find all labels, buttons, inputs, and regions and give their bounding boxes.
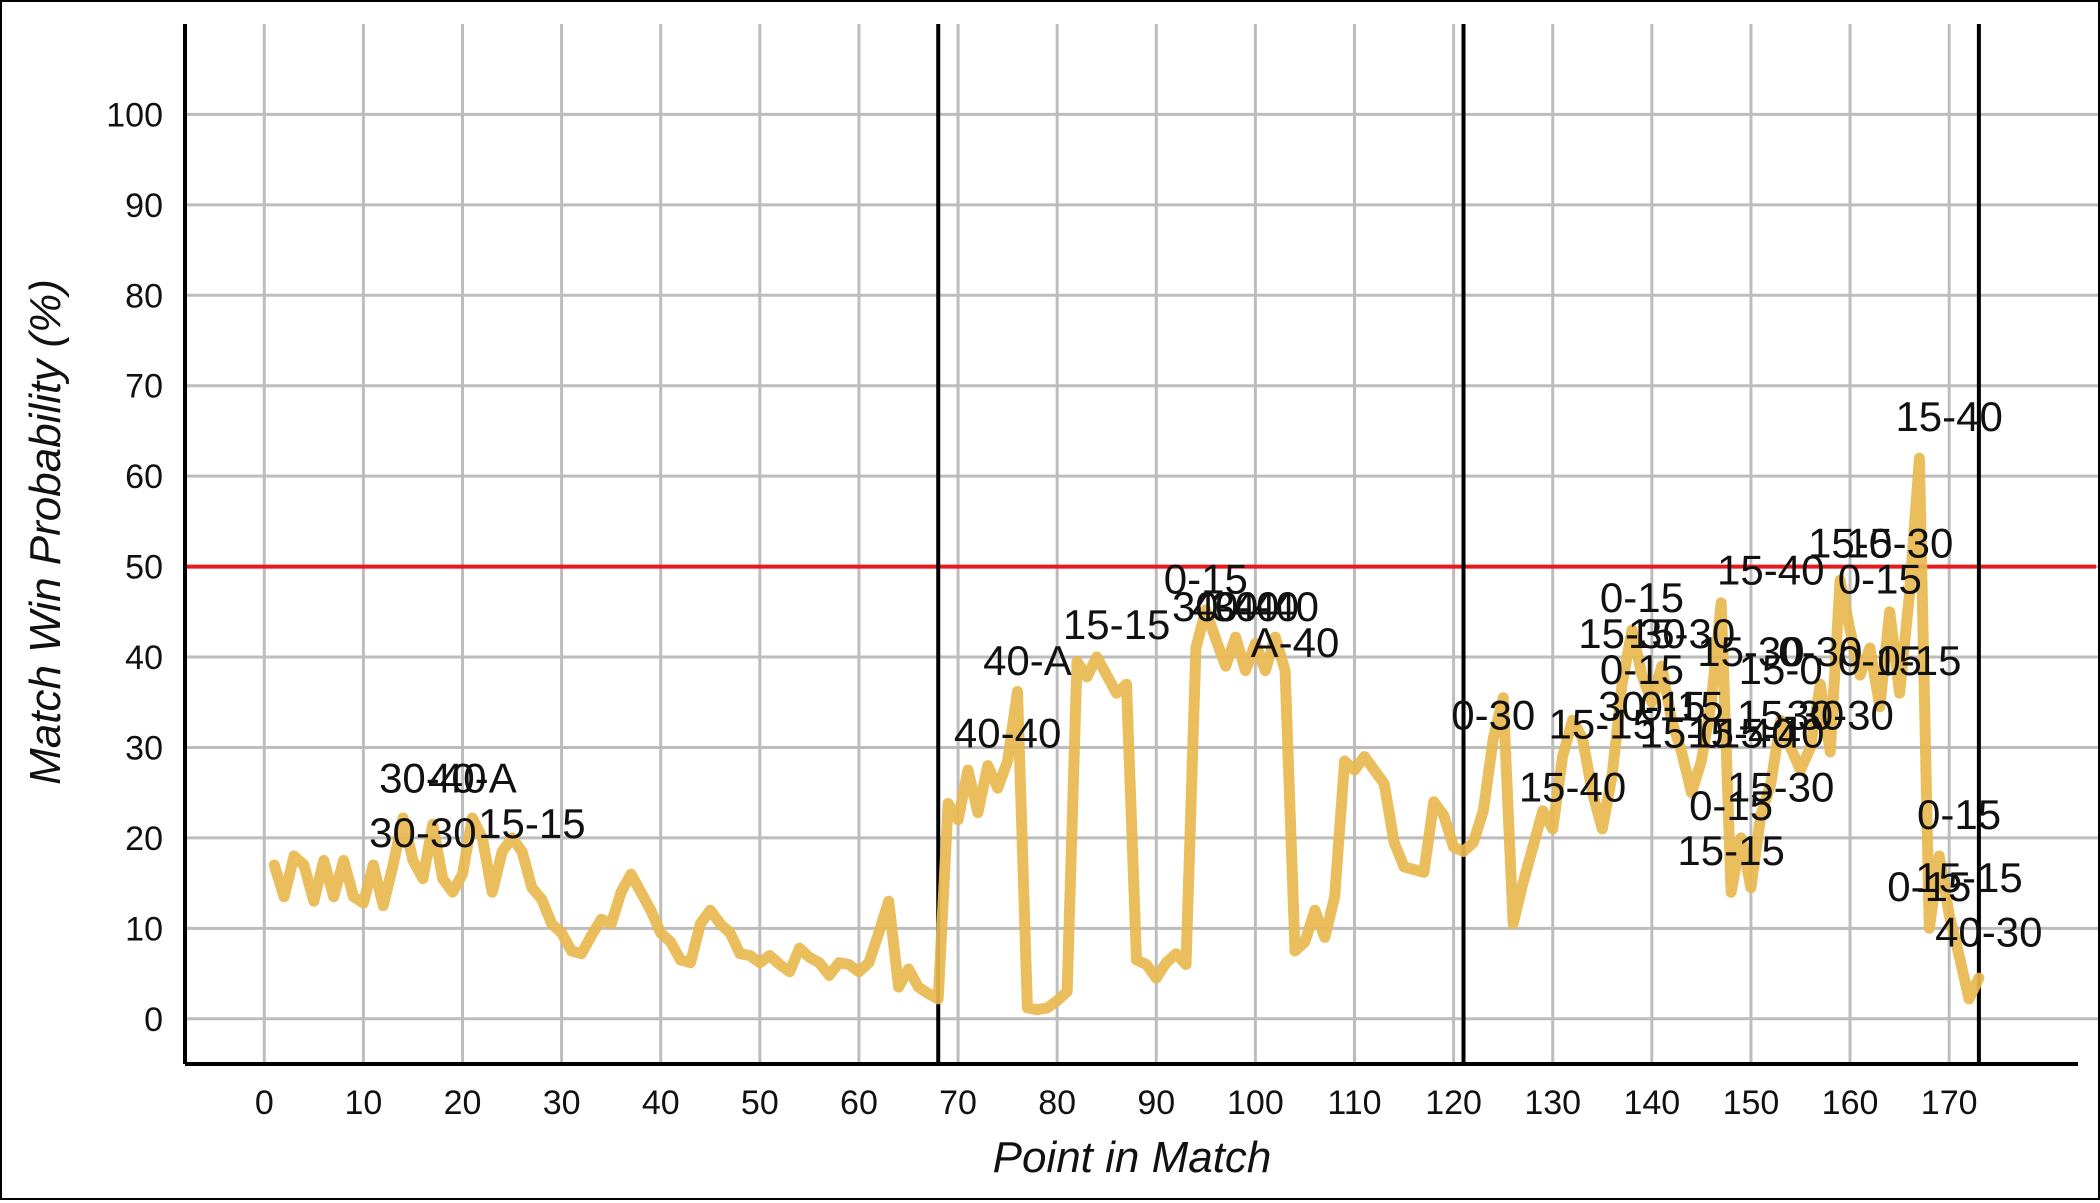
score-annotation: 15-40 [1519,764,1626,811]
score-annotation: 40-30 [1935,908,2042,955]
score-annotation: 15-30 [1737,691,1844,738]
x-tick-label: 80 [1038,1084,1076,1122]
x-tick-label: 130 [1524,1084,1581,1122]
score-annotation: 15-0 [1640,709,1724,756]
y-tick-label: 20 [125,820,163,858]
score-annotation: 0-15 [1887,863,1971,910]
x-tick-label: 20 [444,1084,482,1122]
tick-labels: 0 10 20 30 40 50 60 70 80 90 100 110 120 130 140 150 160… [106,96,1977,1122]
score-annotation: 15-40 [1717,547,1824,594]
x-axis-title: Point in Match [993,1133,1272,1182]
score-annotation: 30-15 [1598,682,1705,729]
score-annotation: 15-0 [1808,520,1892,567]
y-tick-label: 40 [125,639,163,677]
x-tick-label: 120 [1425,1084,1482,1122]
score-annotation: 30-40 [1172,583,1279,630]
x-tick-label: 50 [741,1084,779,1122]
y-tick-label: 100 [106,96,163,134]
win-probability-line [268,452,1985,1016]
score-annotation: 0-30 [1778,628,1862,675]
score-annotation: 30-30 [369,809,476,856]
score-annotation: 30-40 [379,755,486,802]
x-tick-label: 30 [543,1084,581,1122]
score-annotation: 0-15 [1164,556,1248,603]
score-annotation: 0-15 [1877,637,1961,684]
y-axis-title: Match Win Probability (%) [21,279,70,785]
x-tick-label: 140 [1623,1084,1680,1122]
y-tick-label: 10 [125,910,163,948]
score-annotation: 15-30 [1846,520,1953,567]
score-annotation: 0-15 [1689,782,1773,829]
x-tick-label: 70 [939,1084,977,1122]
score-annotation: 15-30 [1697,628,1804,675]
score-annotation: 40-40 [1192,583,1299,630]
x-tick-label: 110 [1327,1084,1381,1122]
score-annotation: 15-15 [1549,700,1656,747]
score-annotation: 15-15 [1677,827,1784,874]
score-annotation: 0-15 [1600,574,1684,621]
score-annotation: 0-15 [1600,646,1684,693]
score-annotation: 15-30 [1628,610,1735,657]
score-annotation: 15-40 [1687,709,1794,756]
series-layer [268,452,1985,1016]
x-tick-label: 170 [1921,1084,1978,1122]
score-annotation: A-40 [1251,619,1340,666]
axes [183,24,2078,1066]
x-tick-label: 0 [255,1084,274,1122]
score-annotation: 0-15 [1838,556,1922,603]
y-tick-label: 50 [125,549,163,587]
x-tick-label: 10 [344,1084,382,1122]
score-annotation: 15-15 [478,800,585,847]
y-tick-label: 60 [125,458,163,496]
x-tick-label: 160 [1822,1084,1879,1122]
y-tick-label: 80 [125,277,163,315]
score-annotation: 15-15 [1063,601,1170,648]
score-annotation: 30-40 [1212,583,1319,630]
y-tick-label: 70 [125,368,163,406]
score-annotation: 40-A [983,637,1072,684]
x-tick-label: 150 [1723,1084,1780,1122]
score-annotation: 0-15 [1640,682,1724,729]
x-tick-label: 90 [1137,1084,1175,1122]
score-annotation: 15-40 [1717,709,1824,756]
score-annotation: 0-30 [1451,691,1535,738]
score-annotation: 0-15 [1838,637,1922,684]
score-annotation: 15-40 [1895,393,2002,440]
score-annotation: 30-30 [1786,691,1893,738]
score-annotation: 40-40 [954,709,1061,756]
score-annotation: 15-15 [1915,854,2022,901]
y-tick-label: 90 [125,187,163,225]
score-annotation: 15-30 [1578,610,1685,657]
score-annotation: 40-A [428,755,517,802]
score-annotation: 0-15 [1917,791,2001,838]
score-annotation: 15-30 [1727,764,1834,811]
x-tick-label: 60 [840,1084,878,1122]
x-tick-label: 100 [1227,1084,1284,1122]
y-tick-label: 0 [144,1001,163,1039]
x-tick-label: 40 [642,1084,680,1122]
y-tick-label: 30 [125,729,163,767]
score-annotation: 15-0 [1739,646,1823,693]
